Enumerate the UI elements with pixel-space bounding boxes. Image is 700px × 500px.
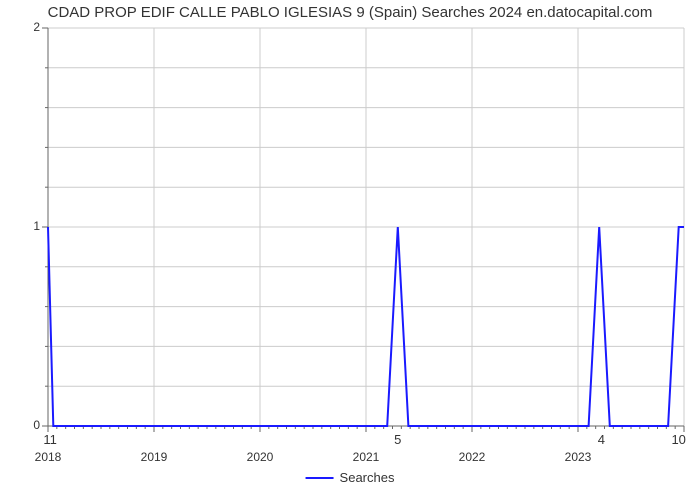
chart-container: CDAD PROP EDIF CALLE PABLO IGLESIAS 9 (S… — [0, 0, 700, 500]
chart-title: CDAD PROP EDIF CALLE PABLO IGLESIAS 9 (S… — [0, 4, 700, 21]
y-axis-tick-label: 0 — [10, 418, 40, 432]
x-axis-secondary-label: 4 — [598, 432, 605, 447]
x-axis-tick-label: 2022 — [459, 450, 486, 464]
chart-plot-area — [48, 28, 684, 426]
x-axis-tick-label: 2019 — [141, 450, 168, 464]
x-axis-secondary-label: 5 — [394, 432, 401, 447]
legend-swatch — [306, 477, 334, 479]
y-axis-tick-label: 1 — [10, 219, 40, 233]
x-axis-tick-label: 2023 — [565, 450, 592, 464]
x-axis-tick-label: 2018 — [35, 450, 62, 464]
x-axis-tick-label: 2020 — [247, 450, 274, 464]
x-axis-tick-label: 2021 — [353, 450, 380, 464]
x-axis-secondary-label: 11 — [43, 432, 57, 447]
chart-legend: Searches — [306, 470, 395, 485]
x-axis-secondary-label: 10 — [671, 432, 685, 447]
legend-label: Searches — [340, 470, 395, 485]
y-axis-tick-label: 2 — [10, 20, 40, 34]
